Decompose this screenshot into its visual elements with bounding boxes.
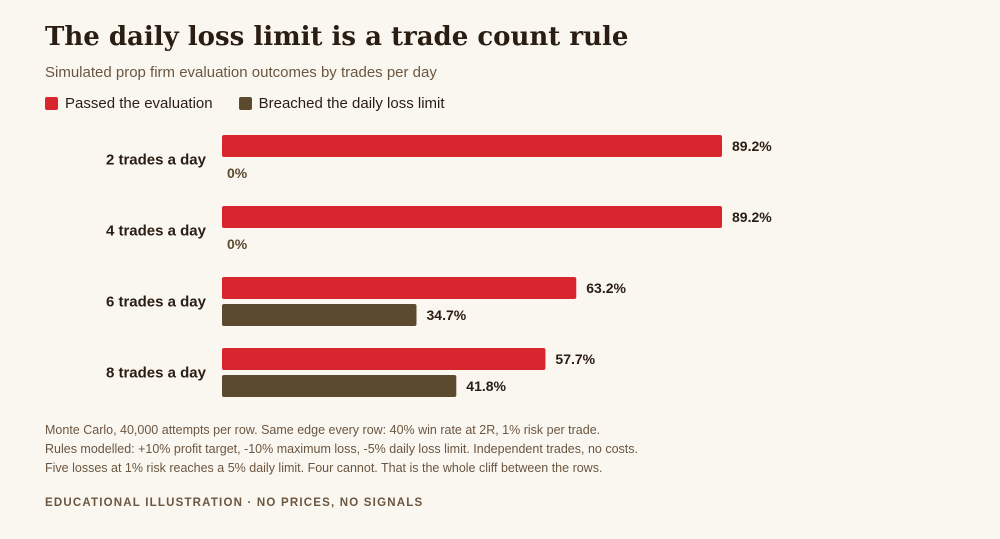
chart-title: The daily loss limit is a trade count ru… — [45, 22, 629, 52]
data-label: 34.7% — [427, 307, 467, 323]
bar-passed — [222, 277, 577, 299]
data-label: 0% — [227, 236, 248, 252]
data-label: 57.7% — [555, 351, 595, 367]
legend-swatch-breached — [238, 97, 252, 110]
category-label: 6 trades a day — [106, 294, 207, 311]
data-label: 41.8% — [466, 378, 506, 394]
category-label: 8 trades a day — [106, 365, 207, 382]
note-line: Monte Carlo, 40,000 attempts per row. Sa… — [45, 423, 601, 437]
chart-subtitle: Simulated prop firm evaluation outcomes … — [45, 64, 437, 81]
legend: Passed the evaluation Breached the daily… — [45, 95, 471, 112]
legend-label-breached: Breached the daily loss limit — [258, 95, 445, 112]
bar-chart: 2 trades a day 89.2% 0% 4 trades a day 89.2%… — [106, 135, 772, 397]
bar-passed — [222, 135, 722, 157]
methodology-notes: Monte Carlo, 40,000 attempts per row. Sa… — [45, 421, 638, 478]
note-line: Rules modelled: +10% profit target, -10%… — [45, 442, 638, 456]
category-label: 2 trades a day — [106, 152, 207, 169]
data-label: 63.2% — [586, 280, 626, 296]
bar-passed — [222, 206, 722, 228]
legend-item-passed: Passed the evaluation — [45, 95, 213, 112]
bar-breached — [222, 304, 417, 326]
footer-disclaimer: EDUCATIONAL ILLUSTRATION · NO PRICES, NO… — [45, 497, 424, 509]
note-line: Five losses at 1% risk reaches a 5% dail… — [45, 461, 603, 475]
legend-item-breached: Breached the daily loss limit — [238, 95, 445, 112]
data-label: 89.2% — [732, 138, 772, 154]
data-label: 0% — [227, 165, 248, 181]
data-label: 89.2% — [732, 209, 772, 225]
bar-passed — [222, 348, 546, 370]
category-label: 4 trades a day — [106, 223, 207, 240]
legend-label-passed: Passed the evaluation — [65, 95, 213, 112]
legend-swatch-passed — [45, 97, 58, 110]
bar-breached — [222, 375, 457, 397]
